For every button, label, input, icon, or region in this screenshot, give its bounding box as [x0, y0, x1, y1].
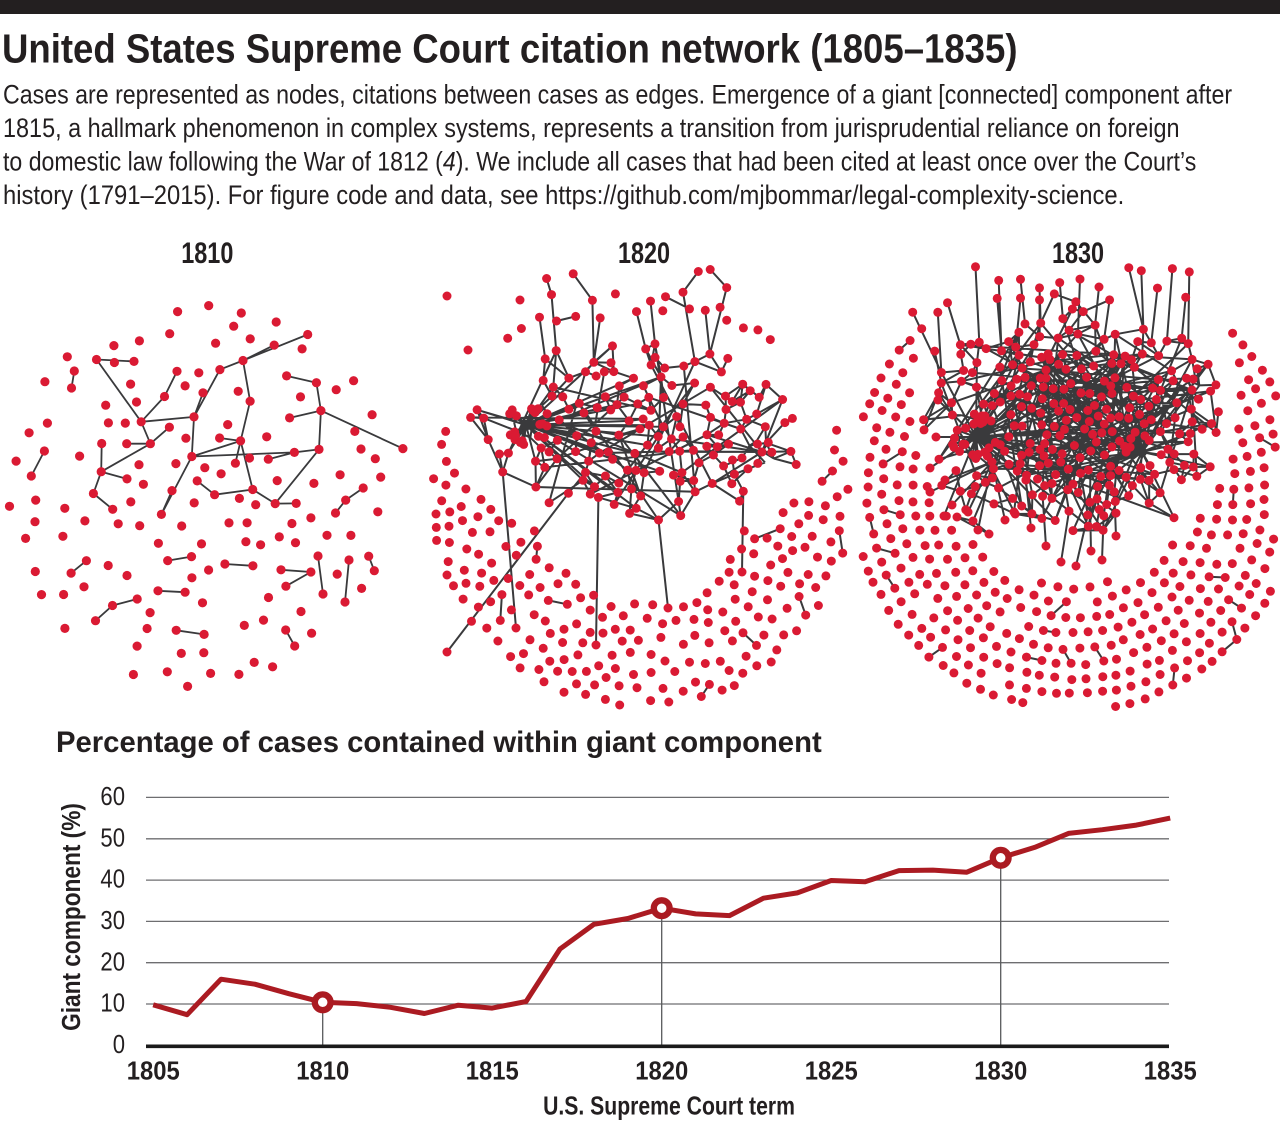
svg-text:20: 20: [100, 948, 125, 977]
svg-text:0: 0: [113, 1030, 125, 1059]
svg-text:history (1791–2015). For figur: history (1791–2015). For figure code and…: [3, 180, 1124, 210]
svg-text:1835: 1835: [1144, 1057, 1197, 1086]
svg-text:30: 30: [100, 906, 125, 935]
svg-text:1805: 1805: [127, 1057, 180, 1086]
svg-text:to domestic law following the: to domestic law following the War of 181…: [3, 147, 1196, 177]
svg-text:Giant component (%): Giant component (%): [58, 803, 87, 1031]
svg-text:50: 50: [100, 824, 125, 853]
svg-text:U.S. Supreme Court term: U.S. Supreme Court term: [543, 1093, 795, 1122]
svg-text:1825: 1825: [805, 1057, 858, 1086]
svg-text:1810: 1810: [181, 237, 233, 270]
svg-text:40: 40: [100, 865, 125, 894]
svg-text:10: 10: [100, 989, 125, 1018]
svg-text:1815: 1815: [466, 1057, 519, 1086]
svg-text:1820: 1820: [618, 237, 670, 270]
svg-text:1810: 1810: [296, 1057, 349, 1086]
svg-text:1830: 1830: [1052, 237, 1104, 270]
svg-text:60: 60: [100, 782, 125, 811]
svg-text:Percentage of cases contained: Percentage of cases contained within gia…: [56, 726, 822, 759]
svg-text:1820: 1820: [635, 1057, 688, 1086]
svg-text:1815, a hallmark phenomenon in: 1815, a hallmark phenomenon in complex s…: [3, 113, 1180, 143]
svg-text:1830: 1830: [974, 1057, 1027, 1086]
svg-text:Cases are represented as nodes: Cases are represented as nodes, citation…: [3, 80, 1232, 110]
svg-text:United States Supreme Court ci: United States Supreme Court citation net…: [2, 27, 1018, 72]
